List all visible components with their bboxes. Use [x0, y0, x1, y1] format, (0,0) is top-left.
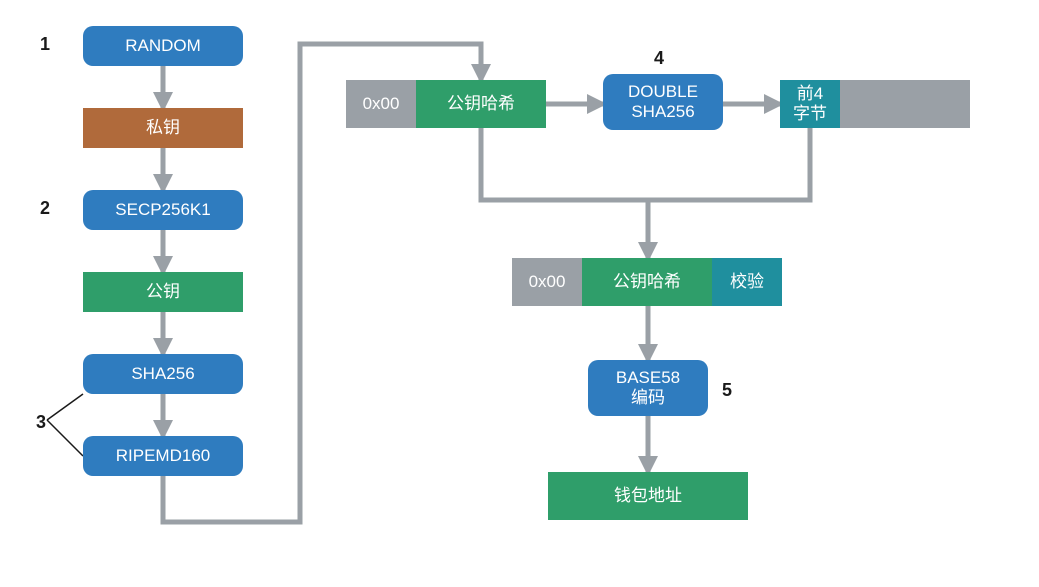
step-label-1: 1 — [40, 34, 50, 55]
node-base58: BASE58 编码 — [588, 360, 708, 416]
node-sha256: SHA256 — [83, 354, 243, 394]
node-p2_hash: 公钥哈希 — [582, 258, 712, 306]
node-first4: 前4 字节 — [780, 80, 840, 128]
node-p1_prefix: 0x00 — [346, 80, 416, 128]
node-random: RANDOM — [83, 26, 243, 66]
step-label-4: 4 — [654, 48, 664, 69]
step-label-2: 2 — [40, 198, 50, 219]
node-p1_hash: 公钥哈希 — [416, 80, 546, 128]
step3-connector-1 — [47, 420, 83, 456]
node-pubkey: 公钥 — [83, 272, 243, 312]
node-ripemd: RIPEMD160 — [83, 436, 243, 476]
node-secp: SECP256K1 — [83, 190, 243, 230]
node-checksum: 校验 — [712, 258, 782, 306]
step3-connector-0 — [47, 394, 83, 420]
edge-8 — [481, 128, 648, 258]
node-address: 钱包地址 — [548, 472, 748, 520]
node-privkey: 私钥 — [83, 108, 243, 148]
edge-9 — [648, 128, 810, 200]
step-label-5: 5 — [722, 380, 732, 401]
step-label-3: 3 — [36, 412, 46, 433]
node-tail — [840, 80, 970, 128]
node-dblsha: DOUBLE SHA256 — [603, 74, 723, 130]
node-p2_prefix: 0x00 — [512, 258, 582, 306]
